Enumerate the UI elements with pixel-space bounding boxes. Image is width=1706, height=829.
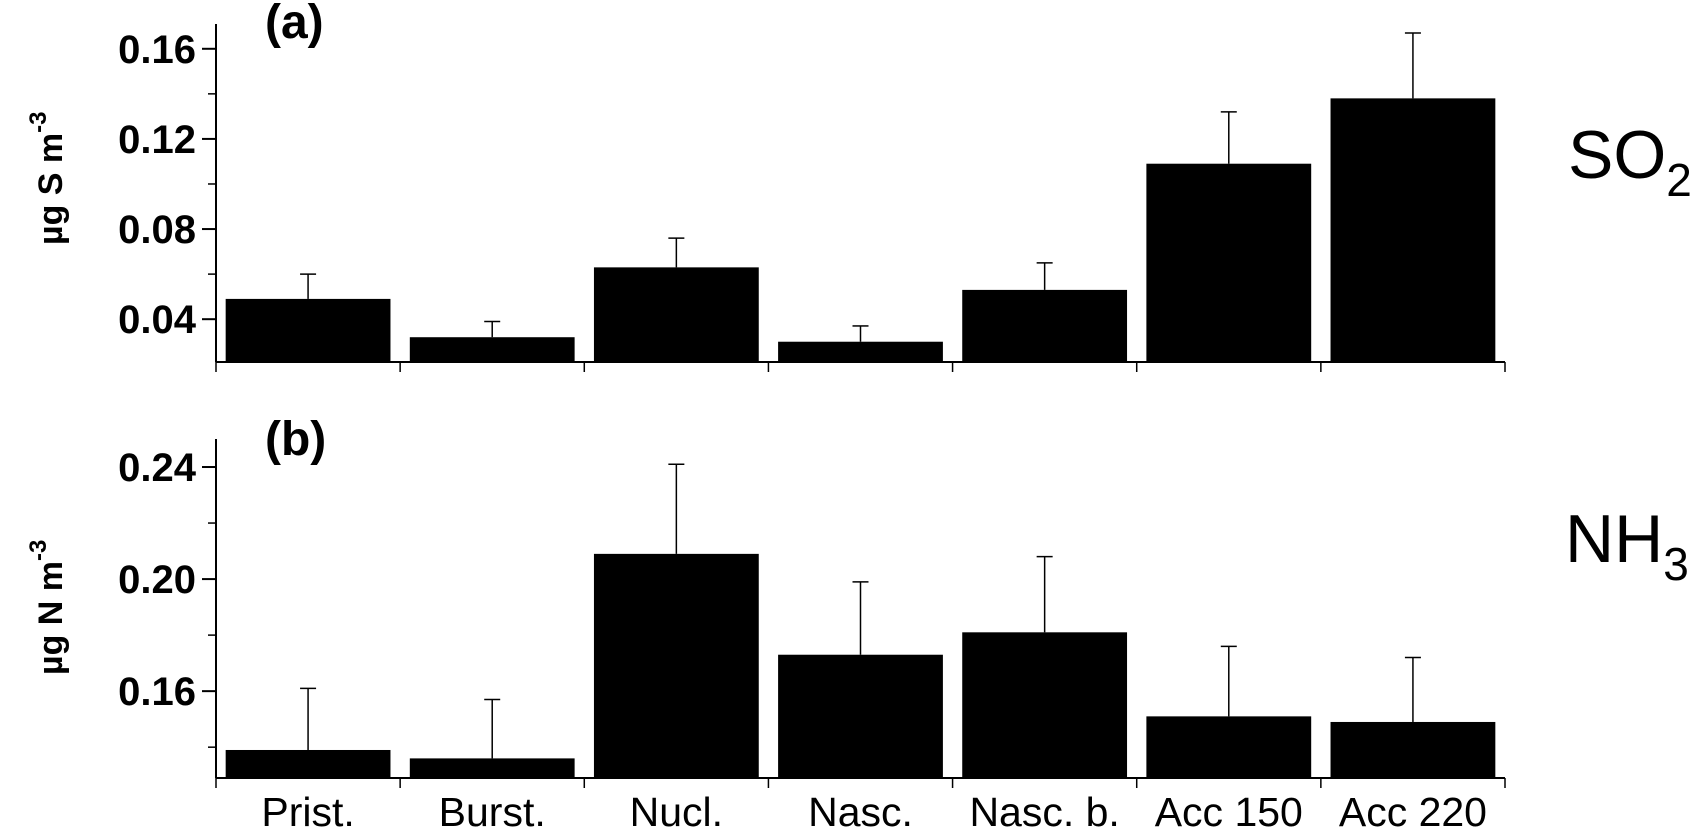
y-tick-label: 0.04 [118,298,197,342]
panel-a-so2: 0.04 0.08 0.12 0.16 (a) µg S m-3 SO2 [25,0,1692,372]
x-category-label: Burst. [439,789,546,829]
x-category-label: Acc 150 [1155,789,1303,829]
bar-1 [225,749,391,778]
bar-3 [593,267,759,362]
bar-4 [778,654,943,778]
species-label: NH3 [1565,501,1689,590]
bar-6 [1146,716,1312,778]
species-label: SO2 [1568,117,1692,206]
y-axis-label-exponent: -3 [25,111,52,132]
y-axis-label: µg N m-3 [25,540,70,675]
y-axis-label-text: µg S m [32,133,70,245]
species-subscript: 3 [1663,538,1689,590]
x-category-label: Acc 220 [1339,789,1487,829]
bar-2 [409,758,575,778]
panel-b-nh3: 0.16 0.20 0.24 Prist. Burst. Nucl. Nasc. Nasc. … [25,413,1689,829]
x-category-label: Nasc. b. [969,789,1119,829]
y-tick-label: 0.16 [118,670,196,714]
x-category-label: Prist. [261,789,354,829]
y-axis-label-exponent: -3 [25,540,52,561]
species-subscript: 2 [1666,154,1692,206]
species-name: NH [1565,501,1663,577]
species-name: SO [1568,117,1666,193]
y-axis-label: µg S m-3 [25,111,70,245]
bar-7 [1330,721,1496,778]
bar-5 [962,289,1128,362]
bar-7 [1330,98,1496,363]
bar-4 [778,341,943,362]
bar-5 [962,632,1128,778]
panel-label: (a) [265,0,324,49]
panel-label: (b) [265,413,326,466]
y-axis-label-text: µg N m [32,561,70,675]
bar-6 [1146,163,1312,362]
x-category-label: Nucl. [630,789,723,829]
y-tick-label: 0.24 [118,446,197,490]
y-tick-label: 0.20 [118,558,196,602]
x-category-label: Nasc. [808,789,913,829]
bar-1 [225,298,391,362]
y-tick-label: 0.08 [118,208,196,252]
bar-2 [409,337,575,362]
y-tick-label: 0.12 [118,118,196,162]
y-tick-label: 0.16 [118,28,196,72]
bar-3 [593,553,759,778]
